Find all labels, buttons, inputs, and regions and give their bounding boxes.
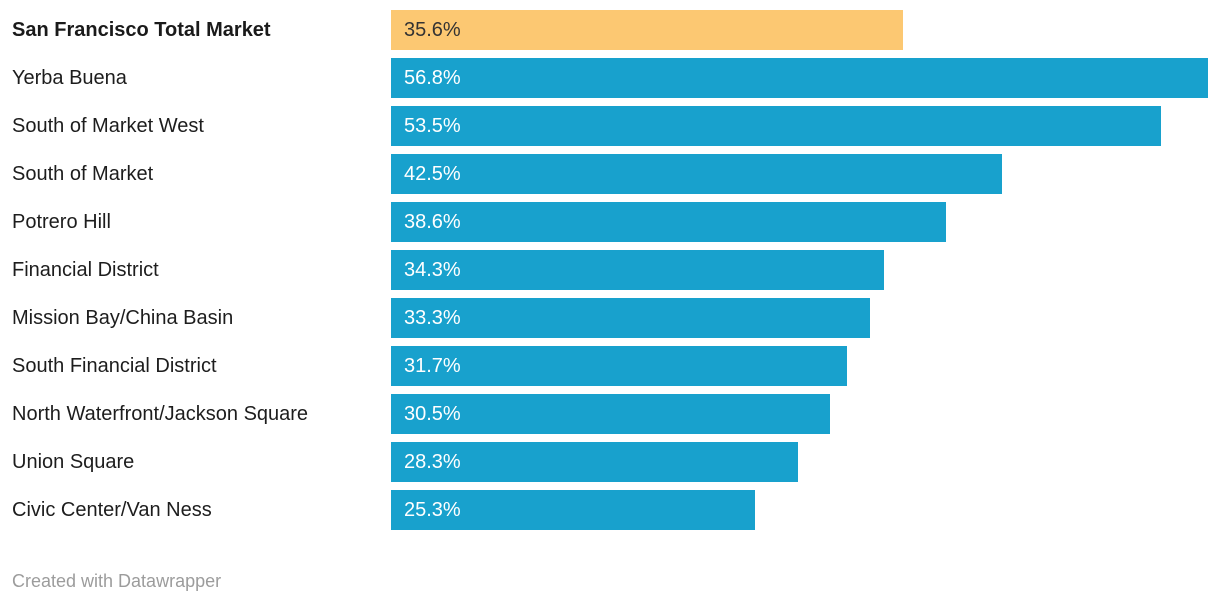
bar-area: 33.3%: [391, 294, 1220, 342]
chart-row: Union Square 28.3%: [0, 438, 1220, 486]
bar-area: 25.3%: [391, 486, 1220, 534]
row-label: Potrero Hill: [12, 210, 111, 233]
bar-area: 31.7%: [391, 342, 1220, 390]
bar-area: 30.5%: [391, 390, 1220, 438]
chart-row: North Waterfront/Jackson Square 30.5%: [0, 390, 1220, 438]
bar-area: 35.6%: [391, 6, 1220, 54]
row-label: Union Square: [12, 450, 135, 473]
bar-area: 38.6%: [391, 198, 1220, 246]
row-label: South of Market West: [12, 114, 204, 137]
bar-value-label: 31.7%: [404, 354, 461, 377]
bar: 42.5%: [391, 154, 1002, 194]
bar: 28.3%: [391, 442, 798, 482]
bar: 31.7%: [391, 346, 847, 386]
bar-area: 28.3%: [391, 438, 1220, 486]
chart-row: South of Market 42.5%: [0, 150, 1220, 198]
row-label: South of Market: [12, 162, 154, 185]
chart-row: Civic Center/Van Ness 25.3%: [0, 486, 1220, 534]
bar-area: 42.5%: [391, 150, 1220, 198]
row-label: South Financial District: [12, 354, 217, 377]
bar: 56.8%: [391, 58, 1208, 98]
bar: 30.5%: [391, 394, 830, 434]
row-label: North Waterfront/Jackson Square: [12, 402, 309, 425]
chart-row: South of Market West 53.5%: [0, 102, 1220, 150]
datawrapper-credit-link[interactable]: Created with Datawrapper: [12, 571, 222, 591]
bar-value-label: 35.6%: [404, 18, 461, 41]
bar: 33.3%: [391, 298, 870, 338]
chart-row: Financial District 34.3%: [0, 246, 1220, 294]
bar: 53.5%: [391, 106, 1161, 146]
bar-area: 56.8%: [391, 54, 1220, 102]
bar: 34.3%: [391, 250, 884, 290]
bar-area: 53.5%: [391, 102, 1220, 150]
row-label: Mission Bay/China Basin: [12, 306, 234, 329]
chart-row: San Francisco Total Market 35.6%: [0, 6, 1220, 54]
bar-value-label: 42.5%: [404, 162, 461, 185]
bar-value-label: 56.8%: [404, 66, 461, 89]
bar-value-label: 34.3%: [404, 258, 461, 281]
chart-row: Mission Bay/China Basin 33.3%: [0, 294, 1220, 342]
chart-row: Potrero Hill 38.6%: [0, 198, 1220, 246]
bar-value-label: 25.3%: [404, 498, 461, 521]
bar-value-label: 38.6%: [404, 210, 461, 233]
bar-value-label: 30.5%: [404, 402, 461, 425]
row-label: San Francisco Total Market: [12, 18, 271, 41]
bar-highlighted: 35.6%: [391, 10, 903, 50]
bar-value-label: 28.3%: [404, 450, 461, 473]
bar: 38.6%: [391, 202, 946, 242]
bar-chart: San Francisco Total Market 35.6% Yerba Bue…: [0, 6, 1220, 534]
bar-value-label: 33.3%: [404, 306, 461, 329]
row-label: Yerba Buena: [12, 66, 127, 89]
bar-value-label: 53.5%: [404, 114, 461, 137]
chart-footer: Created with Datawrapper: [12, 571, 221, 592]
chart-row: South Financial District 31.7%: [0, 342, 1220, 390]
row-label: Financial District: [12, 258, 159, 281]
bar-area: 34.3%: [391, 246, 1220, 294]
bar: 25.3%: [391, 490, 755, 530]
row-label: Civic Center/Van Ness: [12, 498, 212, 521]
chart-row: Yerba Buena 56.8%: [0, 54, 1220, 102]
